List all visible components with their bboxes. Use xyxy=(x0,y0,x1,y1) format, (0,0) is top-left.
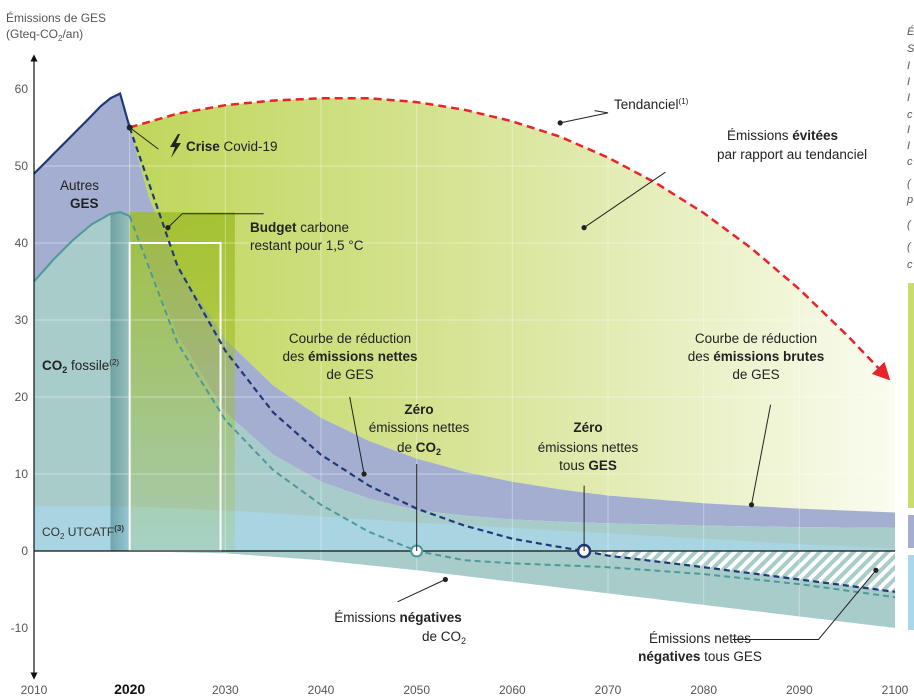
x-tick-2060: 2060 xyxy=(499,683,526,697)
side-char-5: c xyxy=(907,109,913,121)
label-evitees-1: Émissions évitées xyxy=(727,128,838,143)
x-tick-2100: 2100 xyxy=(882,683,909,697)
side-char-0: É xyxy=(907,25,914,38)
leader-tendanciel xyxy=(560,111,608,123)
label-nettes-2: des émissions nettes xyxy=(282,349,417,364)
x-tick-2090: 2090 xyxy=(786,683,813,697)
side-char-1: S xyxy=(907,43,914,55)
leader-negatives xyxy=(398,580,446,602)
label-autres-1: Autres xyxy=(60,178,99,193)
leader-budget-dot xyxy=(165,225,170,230)
side-char-7: I xyxy=(907,140,910,152)
strip-2019 xyxy=(111,212,130,551)
x-tick-2050: 2050 xyxy=(403,683,430,697)
label-zero-ges-2: émissions nettes xyxy=(538,440,639,455)
label-nettes-neg-1: Émissions nettes xyxy=(649,631,751,646)
y-axis-label: Émissions de GES xyxy=(6,10,106,25)
x-tick-2080: 2080 xyxy=(690,683,717,697)
key-evitees xyxy=(908,283,914,508)
y-tick--10: -10 xyxy=(11,621,29,635)
side-char-2: I xyxy=(907,60,910,72)
label-nettes-3: de GES xyxy=(326,367,373,382)
y-axis-unit: (Gteq-CO2/an) xyxy=(6,27,83,43)
label-nettes-1: Courbe de réduction xyxy=(289,331,411,346)
side-char-6: I xyxy=(907,124,910,136)
label-zero-co2-2: émissions nettes xyxy=(369,420,470,435)
y-tick-0: 0 xyxy=(21,544,28,558)
x-tick-2020: 2020 xyxy=(114,681,145,697)
side-char-4: I xyxy=(907,92,910,104)
label-budget-2: restant pour 1,5 °C xyxy=(250,238,364,253)
leader-brutes-dot xyxy=(749,502,754,507)
x-tick-2010: 2010 xyxy=(21,683,48,697)
leader-nettes-dot xyxy=(361,471,366,476)
leader-evitees-dot xyxy=(581,225,586,230)
label-tendanciel: Tendanciel(1) xyxy=(614,97,689,112)
label-nettes-neg-2: négatives tous GES xyxy=(638,649,762,664)
label-crise: Crise Covid-19 xyxy=(186,139,278,154)
label-autres-2: GES xyxy=(70,196,99,211)
label-evitees-2: par rapport au tendanciel xyxy=(717,147,867,162)
y-tick-10: 10 xyxy=(15,467,29,481)
label-negatives-1: Émissions négatives xyxy=(334,610,462,625)
side-char-10: p xyxy=(906,194,913,206)
leader-nettes-neg-dot xyxy=(873,568,878,573)
leader-tendanciel-dot xyxy=(558,120,563,125)
budget-carbone-area xyxy=(130,212,235,551)
label-co2-fossile: CO2 fossile(2) xyxy=(42,358,119,375)
label-brutes-1: Courbe de réduction xyxy=(695,331,817,346)
side-char-8: c xyxy=(907,156,913,168)
label-budget-1: Budget carbone xyxy=(250,220,349,235)
key-utcatf xyxy=(908,555,914,630)
y-tick-30: 30 xyxy=(15,313,29,327)
label-utcatf: CO2 UTCATF(3) xyxy=(42,524,124,541)
y-tick-40: 40 xyxy=(15,236,29,250)
x-tick-2040: 2040 xyxy=(308,683,335,697)
leader-negatives-dot xyxy=(443,577,448,582)
x-tick-2030: 2030 xyxy=(212,683,239,697)
y-tick-20: 20 xyxy=(15,390,29,404)
x-tick-2070: 2070 xyxy=(595,683,622,697)
side-char-12: ( xyxy=(907,241,912,253)
label-brutes-3: de GES xyxy=(732,367,779,382)
label-zero-ges-3: tous GES xyxy=(559,458,617,473)
side-char-11: ( xyxy=(907,219,912,231)
side-char-3: I xyxy=(907,76,910,88)
label-zero-co2-3: de CO2 xyxy=(397,440,441,457)
label-brutes-2: des émissions brutes xyxy=(688,349,825,364)
side-char-9: ( xyxy=(907,178,912,190)
label-negatives-2: de CO2 xyxy=(422,629,466,646)
y-tick-50: 50 xyxy=(15,159,29,173)
label-zero-co2-1: Zéro xyxy=(404,402,433,417)
key-autres xyxy=(908,515,914,548)
y-tick-60: 60 xyxy=(15,82,29,96)
side-char-13: c xyxy=(907,259,913,271)
label-zero-ges-1: Zéro xyxy=(573,420,602,435)
